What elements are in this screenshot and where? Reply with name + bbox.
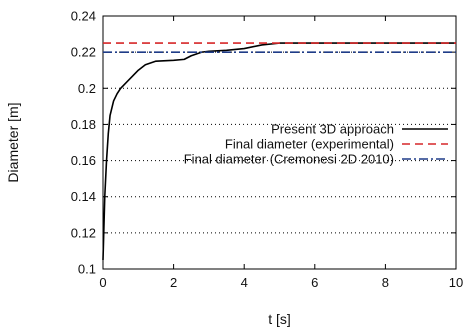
series-lines <box>102 42 456 260</box>
x-tick-label: 0 <box>99 275 106 290</box>
x-tick-label: 8 <box>382 275 389 290</box>
x-tick-label: 4 <box>241 275 248 290</box>
y-tick-label: 0.22 <box>71 45 96 60</box>
x-tick-label: 10 <box>449 275 463 290</box>
y-tick-label: 0.16 <box>71 153 96 168</box>
legend-label-2: Final diameter (experimental) <box>225 137 394 152</box>
y-tick-label: 0.18 <box>71 117 96 132</box>
y-tick-label: 0.1 <box>78 262 96 277</box>
y-tick-label: 0.2 <box>78 81 96 96</box>
plot-frame <box>102 15 457 270</box>
y-tick-label: 0.24 <box>71 9 96 24</box>
y-axis-label: Diameter [m] <box>5 102 21 182</box>
legend-label-1: Present 3D approach <box>271 122 394 137</box>
x-tick-label: 6 <box>311 275 318 290</box>
axis-ticks: 0.1 0.12 0.14 0.16 0.18 0.2 0.22 0.24 0 2 4 6 8 10 <box>71 9 464 291</box>
x-tick-label: 2 <box>170 275 177 290</box>
y-tick-label: 0.14 <box>71 189 96 204</box>
x-axis-label: t [s] <box>268 311 291 327</box>
y-tick-label: 0.12 <box>71 225 96 240</box>
legend-label-3: Final diameter (Cremonesi 2D 2010) <box>184 152 394 167</box>
